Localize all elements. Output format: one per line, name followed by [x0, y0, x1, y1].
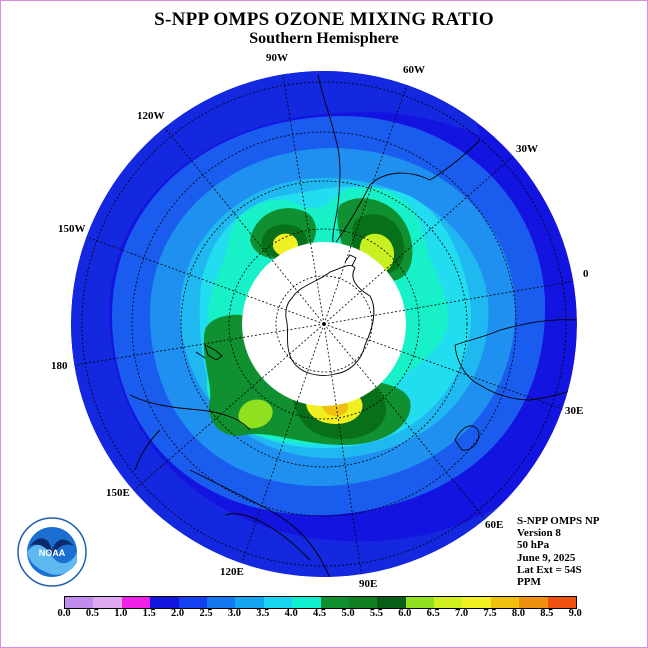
- meridian-120e: [239, 323, 325, 569]
- meridian-120w: [159, 121, 325, 325]
- colorbar-swatch: [178, 597, 207, 608]
- colorbar-tick-label: 6.0: [398, 608, 412, 619]
- lon-label-60e: 60E: [485, 519, 504, 531]
- colorbar-tick-label: 5.5: [369, 608, 383, 619]
- antarctica-coastline: [285, 265, 375, 376]
- info-date: June 9, 2025: [517, 551, 576, 564]
- colorbar-tick-label: 3.0: [227, 608, 241, 619]
- lat-circle-70s: [228, 228, 420, 420]
- lon-label-90w: 90W: [266, 52, 288, 64]
- lon-label-120w: 120W: [137, 110, 165, 122]
- map-subtitle: Southern Hemisphere: [249, 30, 399, 47]
- lon-label-30e: 30E: [565, 405, 584, 417]
- lat-circle-50s: [131, 131, 517, 517]
- colorbar-tick-label: 9.0: [568, 608, 582, 619]
- new-zealand-coastline: [195, 344, 223, 361]
- colorbar-tick-label: 4.0: [284, 608, 298, 619]
- map-title: S-NPP OMPS OZONE MIXING RATIO: [154, 9, 494, 30]
- graticule: [71, 71, 577, 577]
- colorbar-swatch: [377, 597, 406, 608]
- colorbar: [64, 596, 578, 609]
- madagascar-coastline: [454, 425, 480, 451]
- meridian-0: [323, 279, 577, 325]
- colorbar-tick-label: 1.0: [114, 608, 128, 619]
- meridian-90e: [323, 323, 363, 577]
- lat-circle-80s: [275, 275, 373, 373]
- colorbar-swatch: [235, 597, 264, 608]
- colorbar-swatch: [93, 597, 122, 608]
- lat-circle-40s: [81, 81, 567, 567]
- colorbar-swatch: [263, 597, 293, 608]
- colorbar-swatch: [348, 597, 378, 608]
- colorbar-swatch: [121, 597, 151, 608]
- colorbar-tick-label: 7.5: [483, 608, 497, 619]
- product-info: S-NPP OMPS NP Version 8 50 hPa June 9, 2…: [517, 515, 600, 588]
- colorbar-tick-label: 4.5: [313, 608, 327, 619]
- info-version: Version 8: [517, 527, 561, 540]
- colorbar-tick-label: 5.0: [341, 608, 355, 619]
- colorbar-tick-label: 2.0: [171, 608, 185, 619]
- colorbar-swatch: [320, 597, 349, 608]
- meridian-180: [71, 323, 325, 367]
- south-pole-dot: [322, 322, 326, 326]
- colorbar-swatch: [434, 597, 463, 608]
- info-lat-extent: Lat Ext = 54S: [517, 563, 582, 576]
- lon-label-30w: 30W: [516, 143, 538, 155]
- lon-label-150w: 150W: [58, 223, 86, 235]
- colorbar-swatch: [150, 597, 179, 608]
- colorbar-tick-label: 0.5: [85, 608, 99, 619]
- lon-label-120e: 120E: [220, 566, 244, 578]
- colorbar-tick-label: 1.5: [142, 608, 156, 619]
- meridian-60e: [323, 323, 491, 526]
- colorbar-swatch: [462, 597, 491, 608]
- colorbar-tick-label: 7.0: [455, 608, 469, 619]
- noaa-emblem-icon: NOAA: [17, 517, 87, 587]
- level-5-5-spot: [238, 399, 273, 429]
- ozone-field: [71, 71, 577, 577]
- noaa-logo: NOAA: [16, 516, 88, 588]
- lon-label-150e: 150E: [106, 487, 130, 499]
- info-pressure: 50 hPa: [517, 539, 550, 552]
- lon-label-60w: 60W: [403, 64, 425, 76]
- meridian-150w: [83, 235, 325, 325]
- info-units: PPM: [517, 576, 541, 589]
- south-america-coastline: [317, 74, 481, 243]
- indonesia-coastline: [224, 513, 311, 561]
- colorbar-swatch: [206, 597, 236, 608]
- coastlines: [129, 74, 577, 577]
- colorbar-swatch: [547, 597, 577, 608]
- colorbar-swatch: [292, 597, 321, 608]
- colorbar-tick-label: 3.5: [256, 608, 270, 619]
- lon-label-90e: 90E: [359, 578, 378, 590]
- australia-coastline: [129, 394, 331, 577]
- colorbar-tick-label: 6.5: [426, 608, 440, 619]
- colorbar-swatch: [65, 597, 94, 608]
- info-product: S-NPP OMPS NP: [517, 515, 600, 527]
- lon-label-0: 0: [583, 268, 589, 280]
- lat-circle-60s: [180, 180, 468, 468]
- meridian-150e: [131, 323, 325, 493]
- lon-label-180: 180: [51, 360, 68, 372]
- colorbar-swatch: [490, 597, 520, 608]
- colorbar-swatch: [405, 597, 435, 608]
- africa-coastline: [454, 319, 577, 401]
- colorbar-tick-label: 8.0: [511, 608, 525, 619]
- meridian-30e: [323, 323, 566, 411]
- colorbar-tick-label: 8.5: [540, 608, 554, 619]
- colorbar-tick-label: 0.0: [57, 608, 71, 619]
- meridian-90w: [281, 71, 325, 325]
- colorbar-tick-label: 2.5: [199, 608, 213, 619]
- antarctic-peninsula: [344, 254, 357, 267]
- colorbar-swatch: [519, 597, 548, 608]
- noaa-logo-text: NOAA: [39, 548, 66, 558]
